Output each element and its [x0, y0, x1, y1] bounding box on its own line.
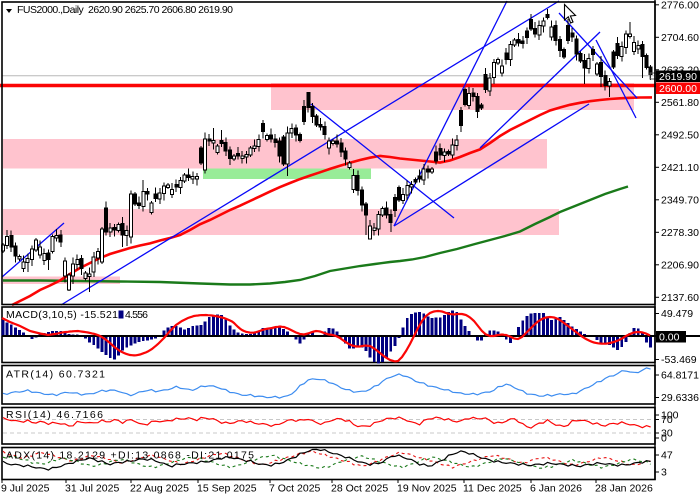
svg-text:0.00: 0.00 — [659, 332, 680, 344]
svg-text:49.479: 49.479 — [661, 308, 693, 320]
svg-text:11 Dec 2025: 11 Dec 2025 — [463, 483, 522, 495]
svg-text:2704.60: 2704.60 — [661, 32, 699, 44]
svg-text:0: 0 — [661, 433, 667, 445]
svg-text:2492.50: 2492.50 — [661, 129, 699, 141]
svg-text:64.8171: 64.8171 — [661, 370, 699, 382]
svg-text:2619.90: 2619.90 — [659, 71, 697, 83]
svg-text:2600.00: 2600.00 — [659, 83, 697, 95]
svg-text:-53.469: -53.469 — [661, 354, 697, 366]
svg-text:9 Jul 2025: 9 Jul 2025 — [1, 483, 50, 495]
svg-text:2206.90: 2206.90 — [661, 259, 699, 271]
svg-text:47: 47 — [661, 450, 673, 462]
svg-text:28 Jan 2026: 28 Jan 2026 — [595, 483, 653, 495]
svg-text:15 Sep 2025: 15 Sep 2025 — [197, 483, 257, 495]
svg-text:FUS2000.,Daily 2620.90 2625.7: FUS2000.,Daily 2620.90 2625.70 2606.80 2… — [17, 4, 233, 16]
svg-text:MACD(3,10,5) -15.521: MACD(3,10,5) -15.521 — [6, 309, 118, 321]
svg-text:2278.30: 2278.30 — [661, 227, 699, 239]
svg-text:22 Aug 2025: 22 Aug 2025 — [130, 483, 189, 495]
svg-text:2421.10: 2421.10 — [661, 162, 699, 174]
svg-text:3: 3 — [661, 467, 667, 479]
svg-text:29.6336: 29.6336 — [661, 392, 699, 404]
svg-text:70: 70 — [661, 414, 673, 426]
svg-text:6 Jan 2026: 6 Jan 2026 — [530, 483, 582, 495]
svg-text:ADX(14) 18.2129 +DI:13.0868 -D: ADX(14) 18.2129 +DI:13.0868 -DI:21.0175 — [6, 450, 254, 462]
svg-text:4.556: 4.556 — [125, 309, 148, 321]
svg-text:19 Nov 2025: 19 Nov 2025 — [397, 483, 457, 495]
svg-text:2349.70: 2349.70 — [661, 194, 699, 206]
svg-text:31 Jul 2025: 31 Jul 2025 — [65, 483, 119, 495]
svg-text:30: 30 — [661, 428, 673, 440]
svg-text:28 Oct 2025: 28 Oct 2025 — [331, 483, 388, 495]
svg-text:2561.80: 2561.80 — [661, 97, 699, 109]
svg-text:2776.00: 2776.00 — [661, 0, 699, 11]
svg-text:7 Oct 2025: 7 Oct 2025 — [269, 483, 321, 495]
svg-text:ATR(14) 60.7321: ATR(14) 60.7321 — [6, 369, 105, 381]
svg-text:100: 100 — [661, 410, 679, 422]
svg-text:2137.60: 2137.60 — [661, 292, 699, 304]
svg-text:RSI(14) 46.7166: RSI(14) 46.7166 — [6, 409, 103, 421]
